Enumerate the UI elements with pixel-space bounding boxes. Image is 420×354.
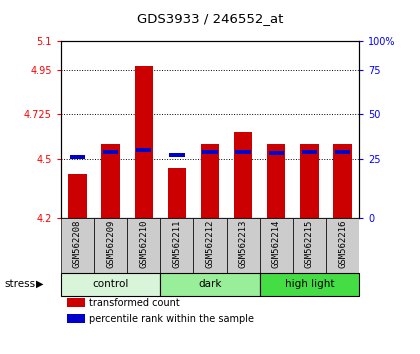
Bar	[335, 150, 350, 154]
Bar	[235, 150, 251, 154]
Bar	[267, 144, 285, 218]
Bar	[67, 314, 85, 323]
Bar	[135, 66, 153, 218]
Text: GSM562213: GSM562213	[239, 220, 248, 268]
Text: GSM562215: GSM562215	[305, 220, 314, 268]
Bar	[61, 218, 94, 273]
Bar	[136, 148, 152, 152]
Bar	[127, 218, 160, 273]
Bar	[268, 151, 284, 155]
Bar	[70, 155, 85, 159]
Text: percentile rank within the sample: percentile rank within the sample	[89, 314, 254, 324]
Bar	[201, 144, 219, 218]
Text: GSM562214: GSM562214	[272, 220, 281, 268]
Bar	[260, 218, 293, 273]
Bar	[168, 167, 186, 218]
Bar	[68, 175, 87, 218]
Bar	[160, 218, 194, 273]
Bar	[102, 144, 120, 218]
Text: ▶: ▶	[36, 279, 43, 289]
Text: GDS3933 / 246552_at: GDS3933 / 246552_at	[137, 12, 283, 25]
Text: dark: dark	[198, 279, 222, 289]
Bar	[260, 273, 359, 296]
Bar	[160, 273, 260, 296]
Bar	[300, 144, 318, 218]
Text: high light: high light	[285, 279, 334, 289]
Bar	[302, 150, 317, 154]
Bar	[333, 144, 352, 218]
Bar	[234, 132, 252, 218]
Bar	[94, 218, 127, 273]
Bar	[326, 218, 359, 273]
Bar	[67, 298, 85, 307]
Text: GSM562211: GSM562211	[172, 220, 181, 268]
Text: GSM562212: GSM562212	[205, 220, 215, 268]
Bar	[194, 218, 226, 273]
Text: GSM562209: GSM562209	[106, 220, 115, 268]
Text: stress: stress	[4, 279, 35, 289]
Text: transformed count: transformed count	[89, 298, 180, 308]
Bar	[226, 218, 260, 273]
Bar	[202, 150, 218, 154]
Text: GSM562208: GSM562208	[73, 220, 82, 268]
Bar	[293, 218, 326, 273]
Text: GSM562216: GSM562216	[338, 220, 347, 268]
Bar	[103, 150, 118, 154]
Bar	[169, 153, 185, 156]
Text: GSM562210: GSM562210	[139, 220, 148, 268]
Bar	[61, 273, 160, 296]
Text: control: control	[92, 279, 129, 289]
